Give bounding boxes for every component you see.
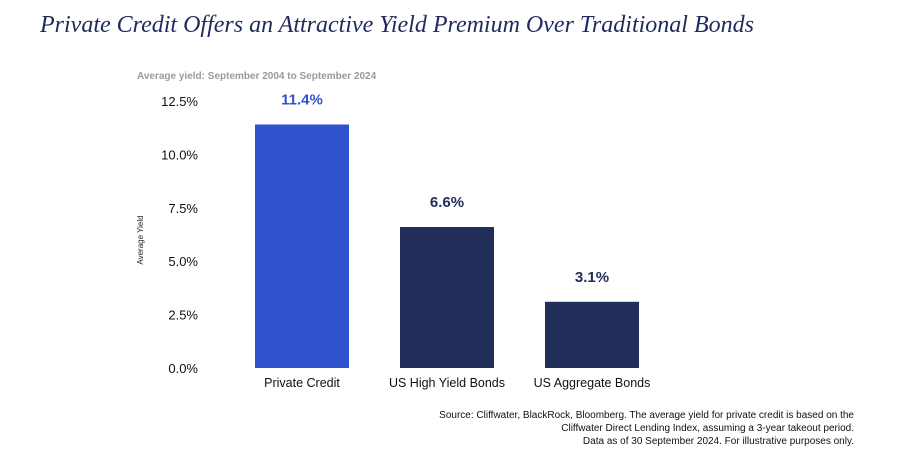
bar	[545, 301, 639, 368]
y-tick-label: 0.0%	[168, 361, 198, 376]
source-line: Cliffwater Direct Lending Index, assumin…	[561, 423, 854, 434]
source-note: Source: Cliffwater, BlackRock, Bloomberg…	[334, 409, 854, 448]
y-tick-label: 10.0%	[161, 147, 198, 162]
x-tick-label: US Aggregate Bonds	[534, 376, 651, 390]
chart-title: Private Credit Offers an Attractive Yiel…	[40, 12, 754, 38]
data-label: 6.6%	[430, 194, 464, 211]
x-tick-label: US High Yield Bonds	[389, 376, 505, 390]
y-axis-ticks: 0.0% 2.5% 5.0% 7.5% 10.0% 12.5%	[161, 94, 198, 376]
source-line: Source: Cliffwater, BlackRock, Bloomberg…	[439, 410, 854, 421]
y-tick-label: 12.5%	[161, 94, 198, 109]
x-axis-ticks: Private Credit US High Yield Bonds US Aggr…	[264, 376, 650, 390]
bars	[255, 124, 639, 368]
source-line: Data as of 30 September 2024. For illust…	[582, 436, 854, 447]
data-labels: 11.4% 6.6% 3.1%	[281, 91, 609, 285]
y-tick-label: 2.5%	[168, 308, 198, 323]
bar	[400, 227, 494, 368]
chart-subtitle: Average yield: September 2004 to Septemb…	[137, 71, 377, 82]
x-tick-label: Private Credit	[264, 376, 340, 390]
data-label: 3.1%	[575, 269, 609, 286]
bar	[255, 124, 349, 368]
y-tick-label: 7.5%	[168, 201, 198, 216]
y-tick-label: 5.0%	[168, 254, 198, 269]
y-axis-label: Average Yield	[136, 215, 145, 264]
data-label: 11.4%	[281, 91, 323, 108]
